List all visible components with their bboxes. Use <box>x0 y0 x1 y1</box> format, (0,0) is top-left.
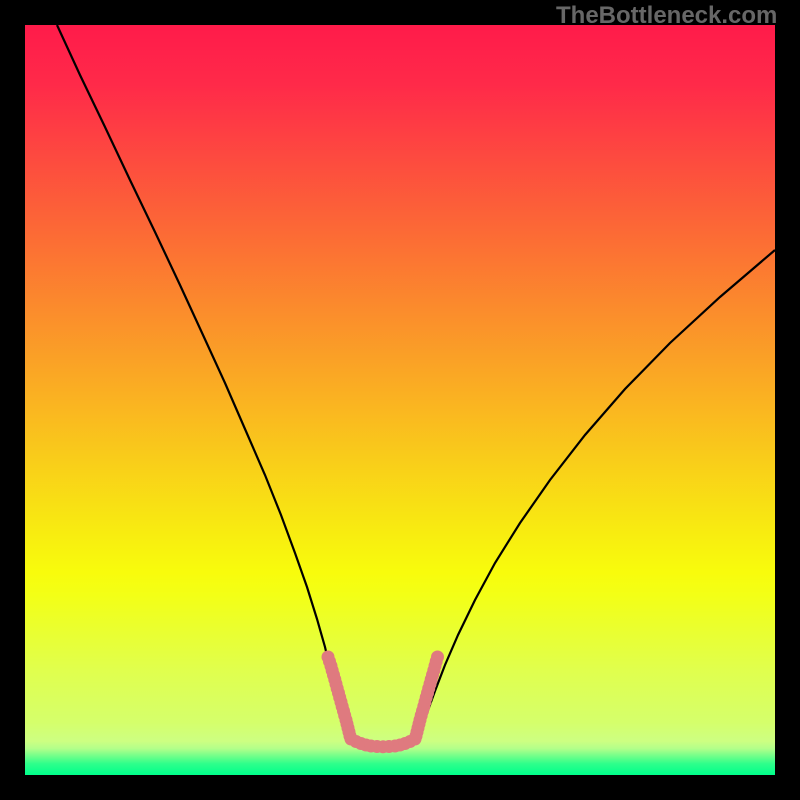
trough-overlay <box>322 651 445 754</box>
left-curve <box>57 25 344 731</box>
trough-dot <box>431 651 444 664</box>
watermark-text: TheBottleneck.com <box>556 2 777 30</box>
right-curve <box>421 250 775 731</box>
curve-layer <box>25 25 775 775</box>
plot-area <box>25 25 775 775</box>
